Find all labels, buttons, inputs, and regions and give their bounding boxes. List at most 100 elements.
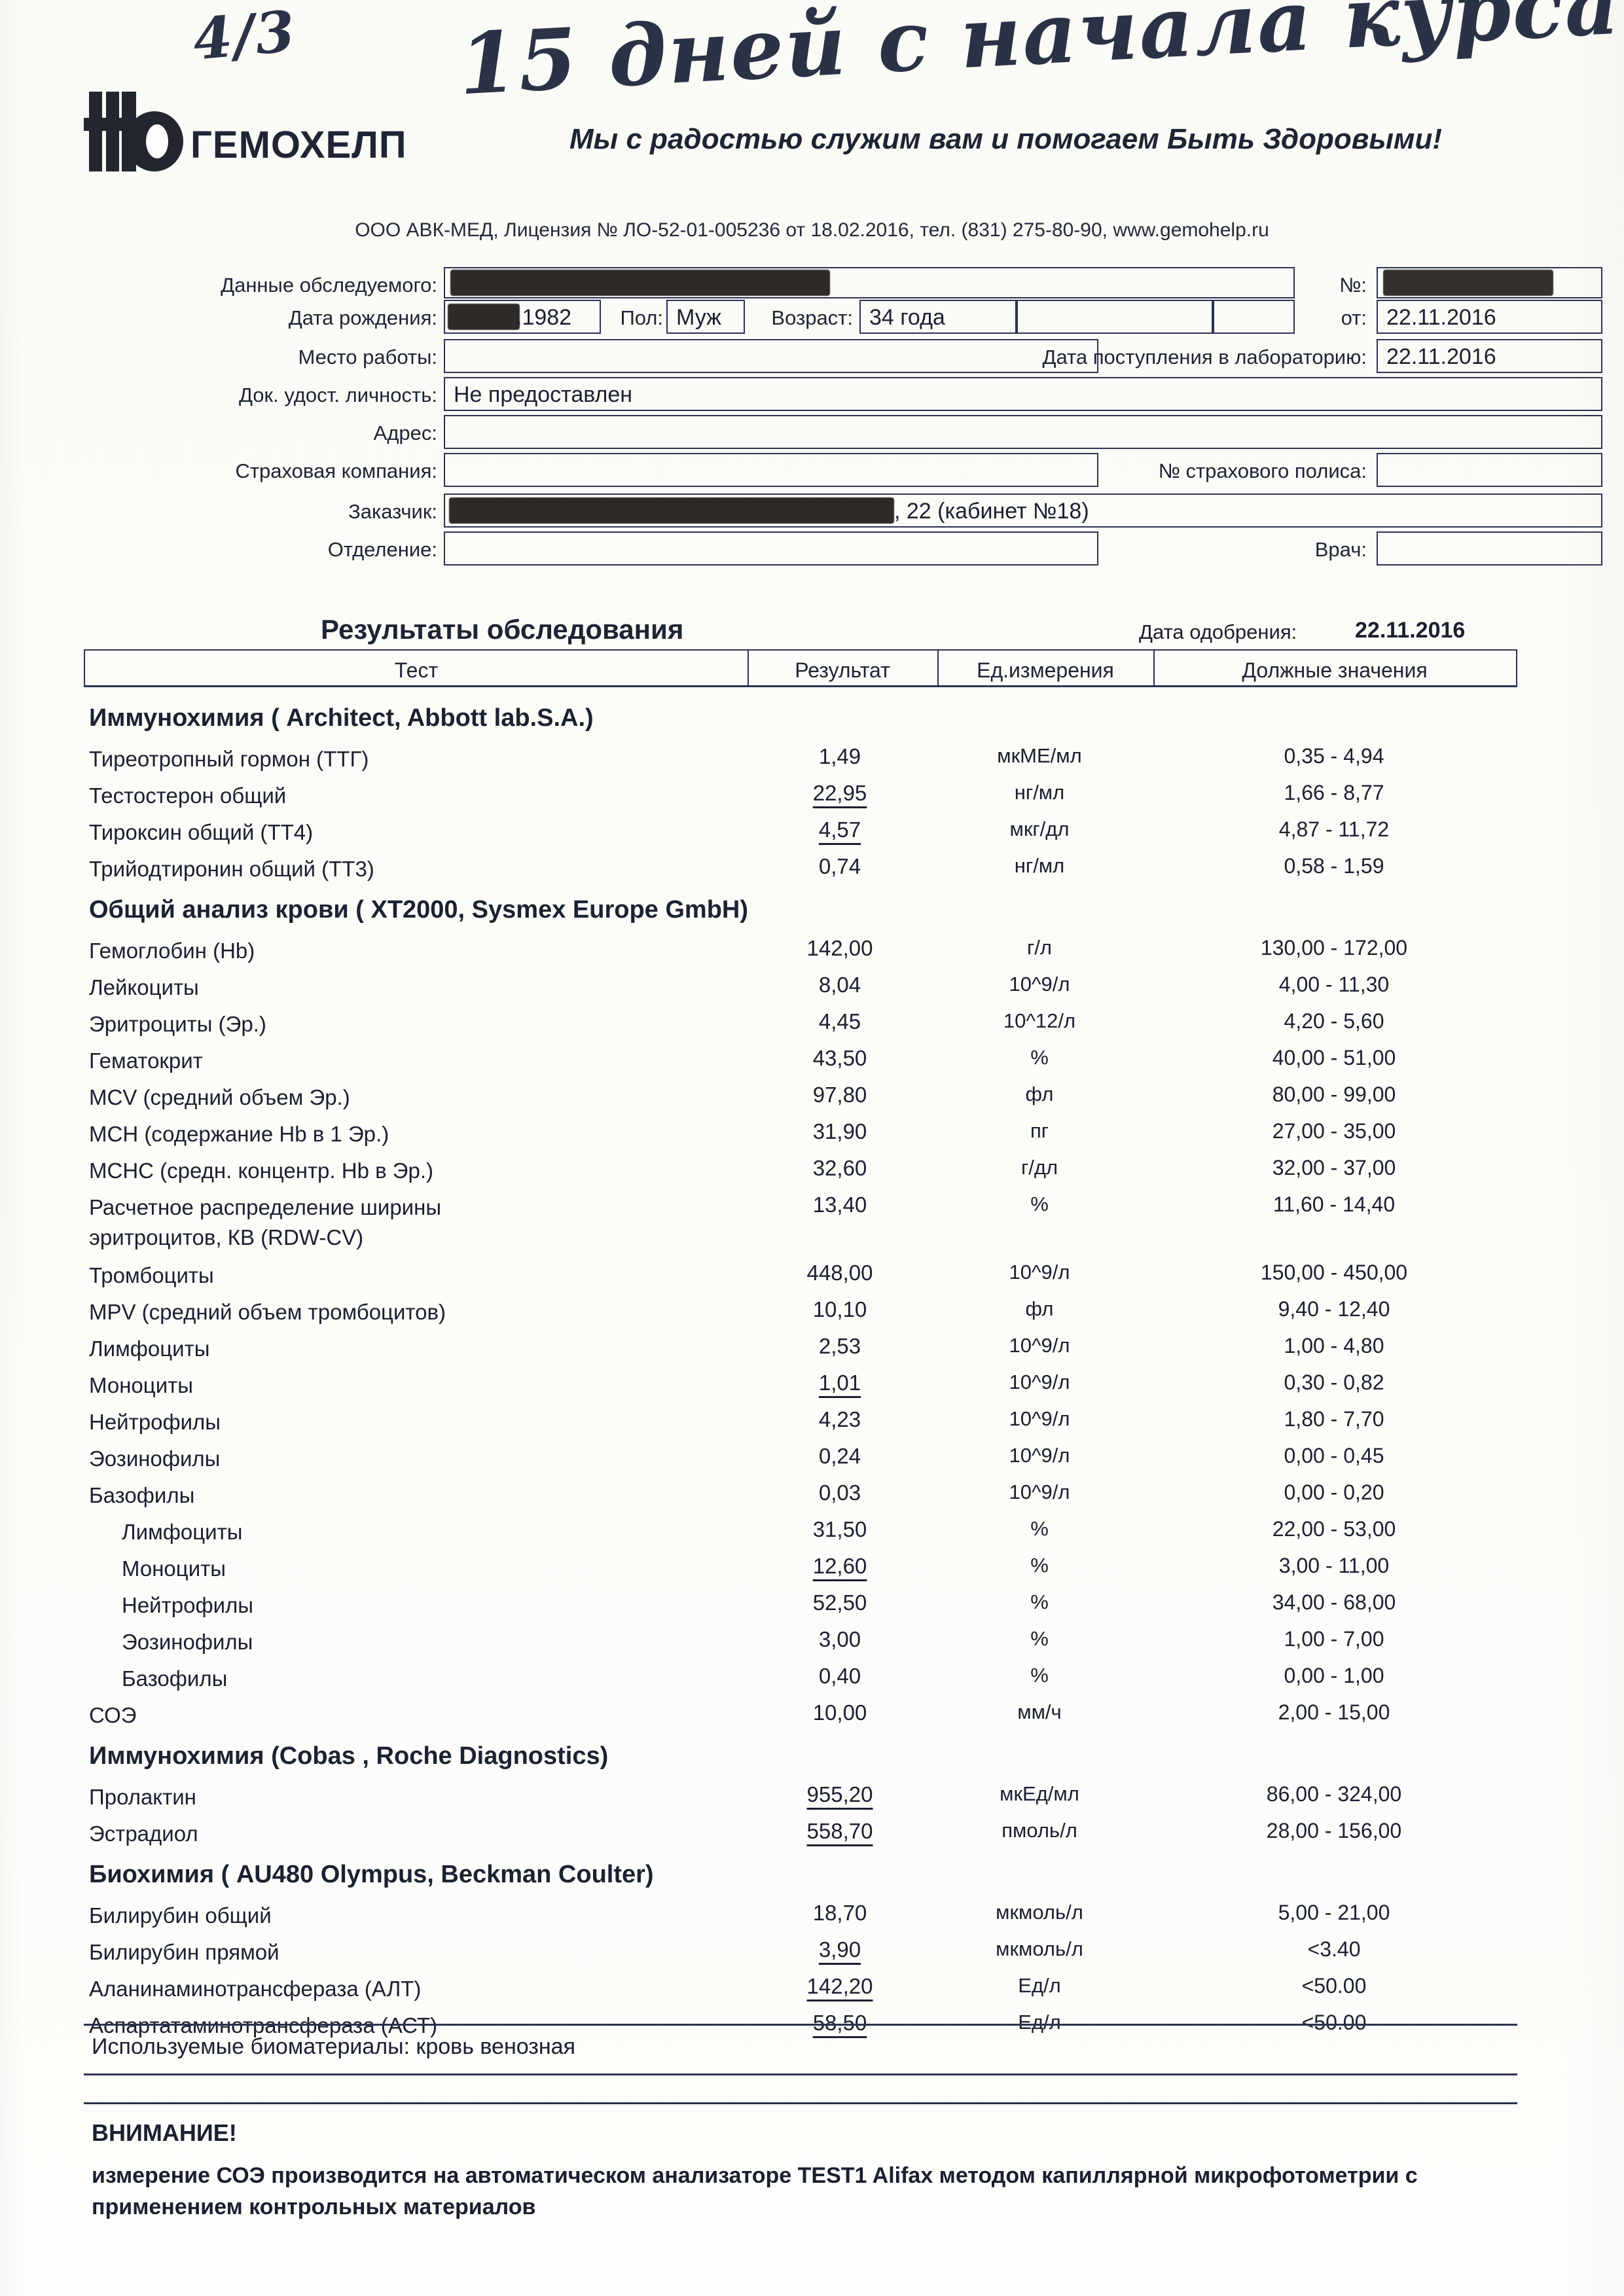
customer-redaction bbox=[449, 497, 894, 524]
doctor-field[interactable] bbox=[1377, 531, 1602, 565]
cell-result-value: 3,90 bbox=[818, 1937, 861, 1962]
cell-test-name: Трийодтиронин общий (ТТ3) bbox=[89, 857, 374, 881]
cell-reference-range: 0,00 - 1,00 bbox=[1284, 1664, 1384, 1687]
birth-field[interactable] bbox=[444, 300, 601, 334]
approval-date-label: Дата одобрения: bbox=[1139, 620, 1297, 643]
cell-test-name: Тиреотропный гормон (ТТГ) bbox=[89, 747, 369, 771]
patient-label: Данные обследуемого: bbox=[221, 274, 437, 296]
cell-result-value: 1,49 bbox=[818, 744, 861, 768]
results-table-header: Тест Результат Ед.измерения Должные знач… bbox=[84, 649, 1517, 687]
extra-field-1[interactable] bbox=[1017, 300, 1213, 334]
insurer-label: Страховая компания: bbox=[235, 459, 437, 482]
customer-field[interactable] bbox=[444, 493, 1602, 528]
cell-unit: мкг/дл bbox=[1009, 817, 1070, 840]
brand-tagline: Мы с радостью служим вам и помогаем Быть… bbox=[569, 123, 1442, 155]
cell-test-name: MCH (содержание Hb в 1 Эр.) bbox=[89, 1122, 389, 1146]
lab-date-field[interactable] bbox=[1377, 339, 1602, 373]
table-row: Нейтрофилы 52,50% 34,00 - 68,00 bbox=[84, 1585, 1517, 1622]
address-label: Адрес: bbox=[373, 422, 437, 444]
cell-result-value: 43,50 bbox=[812, 1046, 867, 1070]
table-row: Аланинаминотрансфераза (АЛТ) 142,20 Ед/л <5… bbox=[84, 1969, 1517, 2005]
cell-result-value: 2,53 bbox=[818, 1334, 861, 1358]
cell-unit: Ед/л bbox=[1018, 1974, 1061, 1997]
table-row: Лимфоциты 2,53 10^9/л 1,00 - 4,80 bbox=[84, 1329, 1517, 1365]
cell-reference-range: <50.00 bbox=[1301, 1974, 1367, 1998]
cell-result-value: 58,50 bbox=[812, 2011, 867, 2035]
warning-body: измерение СОЭ производится на автоматиче… bbox=[92, 2163, 1418, 2219]
table-row: Базофилы 0,40% 0,00 - 1,00 bbox=[84, 1659, 1517, 1695]
cell-unit: г/дл bbox=[1020, 1156, 1058, 1179]
results-title: Результаты обследования bbox=[321, 614, 684, 645]
divider-2 bbox=[84, 2073, 1517, 2075]
cell-result-value: 558,70 bbox=[806, 1819, 873, 1843]
cell-result-value: 1,01 bbox=[818, 1371, 861, 1395]
table-row: Эозинофилы 0,24 10^9/л 0,00 - 0,45 bbox=[84, 1439, 1517, 1475]
cell-result-value: 0,74 bbox=[818, 854, 861, 878]
policy-field[interactable] bbox=[1377, 453, 1602, 487]
table-row: Базофилы 0,03 10^9/л 0,00 - 0,20 bbox=[84, 1475, 1517, 1512]
lab-date-value: 22.11.2016 bbox=[1386, 344, 1496, 369]
policy-label: № страхового полиса: bbox=[1158, 459, 1367, 482]
sex-field[interactable] bbox=[666, 300, 745, 334]
cell-result-value: 52,50 bbox=[812, 1590, 867, 1615]
cell-test-name: Гемоглобин (Hb) bbox=[89, 939, 255, 963]
cell-reference-range: 0,00 - 0,45 bbox=[1284, 1444, 1384, 1467]
cell-reference-range: 4,87 - 11,72 bbox=[1278, 817, 1390, 841]
cell-reference-range: 3,00 - 11,00 bbox=[1278, 1554, 1390, 1577]
cell-reference-range: 150,00 - 450,00 bbox=[1260, 1261, 1408, 1284]
cell-reference-range: 1,66 - 8,77 bbox=[1284, 781, 1384, 804]
cell-reference-range: 40,00 - 51,00 bbox=[1272, 1046, 1396, 1069]
identity-doc-value: Не предоставлен bbox=[454, 382, 633, 407]
cell-reference-range: 1,80 - 7,70 bbox=[1284, 1407, 1384, 1431]
col-header-unit: Ед.измерения bbox=[977, 658, 1114, 682]
number-redaction bbox=[1383, 270, 1553, 296]
cell-test-name: Билирубин общий bbox=[89, 1903, 272, 1928]
cell-result-value: 18,70 bbox=[812, 1901, 867, 1925]
address-field[interactable] bbox=[444, 415, 1602, 449]
extra-field-2[interactable] bbox=[1213, 300, 1295, 334]
number-field[interactable] bbox=[1377, 267, 1602, 298]
cell-unit: % bbox=[1030, 1517, 1049, 1540]
cell-result-value: 955,20 bbox=[806, 1782, 873, 1806]
table-row: СОЭ 10,00 мм/ч 2,00 - 15,00 bbox=[84, 1695, 1517, 1732]
table-row: MCH (содержание Hb в 1 Эр.) 31,90 пг 27,00 … bbox=[84, 1114, 1517, 1151]
workplace-field[interactable] bbox=[444, 339, 1098, 373]
table-row: Гемоглобин (Hb) 142,00 г/л 130,00 - 172,00 bbox=[84, 931, 1517, 967]
cell-unit: 10^9/л bbox=[1009, 1261, 1070, 1283]
table-row: Моноциты 12,60% 3,00 - 11,00 bbox=[84, 1549, 1517, 1585]
cell-result-value: 448,00 bbox=[806, 1261, 873, 1285]
cell-test-name: Аланинаминотрансфераза (АЛТ) bbox=[89, 1977, 422, 2001]
cell-unit: мкмоль/л bbox=[996, 1901, 1083, 1924]
department-field[interactable] bbox=[444, 531, 1098, 565]
patient-field[interactable] bbox=[444, 267, 1295, 298]
insurer-field[interactable] bbox=[444, 453, 1098, 487]
sex-label: Пол: bbox=[620, 306, 663, 329]
brand-logo: ГЕМОХЕЛП bbox=[84, 92, 406, 175]
result-group-heading: Биохимия ( AU480 Olympus, Beckman Coulte… bbox=[89, 1861, 654, 1888]
cell-test-name: Эстрадиол bbox=[89, 1821, 198, 1846]
cell-unit: Ед/л bbox=[1018, 2011, 1061, 2034]
cell-test-name: СОЭ bbox=[89, 1703, 137, 1727]
table-row: Эстрадиол 558,70 пмоль/л 28,00 - 156,00 bbox=[84, 1814, 1517, 1850]
age-field[interactable] bbox=[859, 300, 1017, 334]
results-rows: Иммунохимия ( Architect, Abbott lab.S.A.… bbox=[84, 687, 1517, 2042]
doctor-label: Врач: bbox=[1314, 538, 1367, 561]
cell-unit: г/л bbox=[1026, 936, 1052, 959]
cell-test-name: Расчетное распределение ширины эритроцито… bbox=[89, 1195, 442, 1249]
cell-reference-range: 2,00 - 15,00 bbox=[1278, 1700, 1390, 1724]
cell-test-name: Эозинофилы bbox=[122, 1630, 253, 1654]
table-row: Расчетное распределение ширины эритроцито… bbox=[84, 1187, 1517, 1255]
from-field[interactable] bbox=[1377, 300, 1602, 334]
cell-unit: мкМЕ/мл bbox=[997, 744, 1082, 767]
table-row: Лимфоциты 31,50% 22,00 - 53,00 bbox=[84, 1512, 1517, 1549]
table-row: Нейтрофилы 4,23 10^9/л 1,80 - 7,70 bbox=[84, 1402, 1517, 1439]
table-row: Тромбоциты 448,00 10^9/л 150,00 - 450,00 bbox=[84, 1255, 1517, 1292]
col-header-reference: Должные значения bbox=[1242, 658, 1428, 682]
cell-unit: % bbox=[1030, 1627, 1049, 1650]
identity-doc-field[interactable] bbox=[444, 377, 1602, 411]
cell-unit: нг/мл bbox=[1014, 781, 1065, 804]
cell-reference-range: 4,20 - 5,60 bbox=[1284, 1009, 1384, 1033]
customer-label: Заказчик: bbox=[348, 500, 437, 523]
table-row: Эритроциты (Эр.) 4,45 10^12/л 4,20 - 5,60 bbox=[84, 1004, 1517, 1041]
table-row: Лейкоциты 8,04 10^9/л 4,00 - 11,30 bbox=[84, 967, 1517, 1004]
